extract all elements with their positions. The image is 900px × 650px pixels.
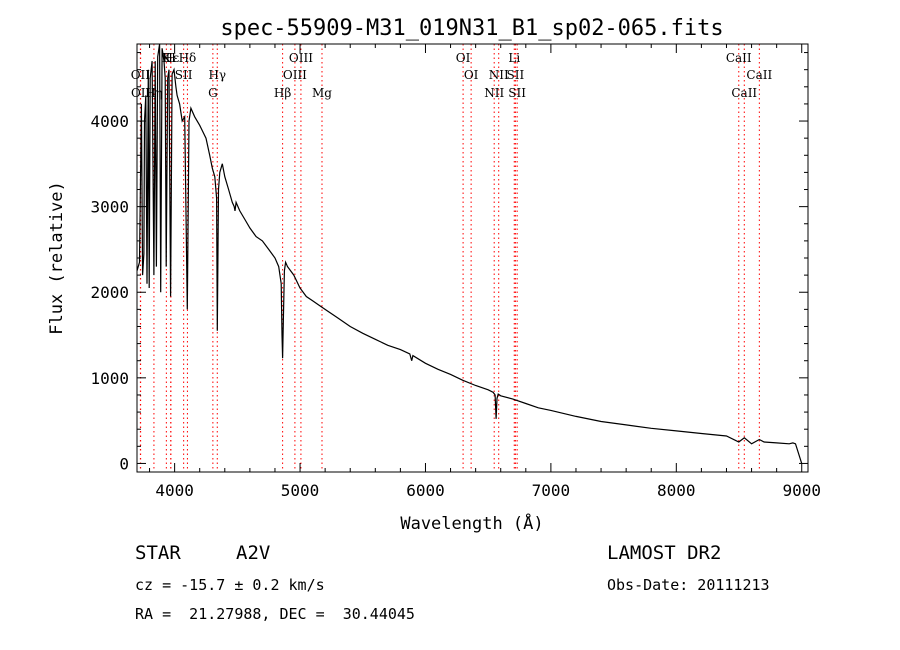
y-tick-label: 3000	[90, 198, 129, 217]
survey-name: LAMOST DR2	[607, 542, 722, 564]
chart-title: spec-55909-M31_019N31_B1_sp02-065.fits	[220, 16, 723, 41]
object-class: STAR	[135, 542, 181, 564]
x-tick-label: 6000	[406, 481, 445, 500]
y-tick-label: 0	[119, 454, 129, 473]
line-marker-label: CaII	[731, 86, 757, 100]
line-marker-label: Hε	[163, 51, 180, 65]
x-axis: 4000 5000 6000 7000 8000 9000	[149, 44, 821, 500]
line-marker-label: SII	[175, 68, 193, 82]
redshift-text: cz = -15.7 ± 0.2 km/s	[135, 576, 325, 594]
line-marker-label: SII	[507, 68, 525, 82]
y-tick-label: 1000	[90, 369, 129, 388]
x-axis-label: Wavelength (Å)	[400, 512, 543, 534]
obs-date-text: Obs-Date: 20111213	[607, 576, 770, 594]
line-marker-label: CaII	[746, 68, 772, 82]
y-axis: 0 1000 2000 3000 4000	[90, 52, 808, 473]
object-subclass: A2V	[236, 542, 271, 564]
spectrum-line	[136, 43, 803, 464]
line-marker-label: CaII	[726, 51, 752, 65]
x-tick-label: 8000	[657, 481, 696, 500]
line-marker-label: G	[208, 86, 218, 100]
x-tick-label: 7000	[532, 481, 571, 500]
line-marker-label: H	[166, 51, 176, 65]
x-tick-label: 5000	[281, 481, 320, 500]
plot-frame	[136, 43, 809, 473]
line-marker-label: Hβ	[274, 86, 291, 100]
line-marker-label: Mg	[312, 86, 332, 100]
line-marker-label: NII	[484, 86, 504, 100]
line-marker-label: K	[162, 51, 172, 65]
line-marker-label: SII	[508, 86, 526, 100]
coordinates-text: RA = 21.27988, DEC = 30.44045	[135, 605, 415, 623]
line-marker-label: Li	[508, 51, 520, 65]
y-axis-label: Flux (relative)	[47, 181, 67, 335]
line-marker-label: OI	[456, 51, 471, 65]
x-tick-label: 4000	[155, 481, 194, 500]
line-marker-label: Hγ	[208, 68, 226, 82]
line-marker-label: NII	[489, 68, 509, 82]
line-marker-label: Hδ	[179, 51, 197, 65]
y-tick-label: 4000	[90, 112, 129, 131]
line-marker-label: OIII	[289, 51, 313, 65]
y-tick-label: 2000	[90, 283, 129, 302]
x-tick-label: 9000	[782, 481, 821, 500]
line-marker-label: OII	[131, 68, 151, 82]
line-marker-label: OI	[464, 68, 479, 82]
line-marker-label: OIII	[283, 68, 307, 82]
line-markers	[139, 44, 760, 472]
